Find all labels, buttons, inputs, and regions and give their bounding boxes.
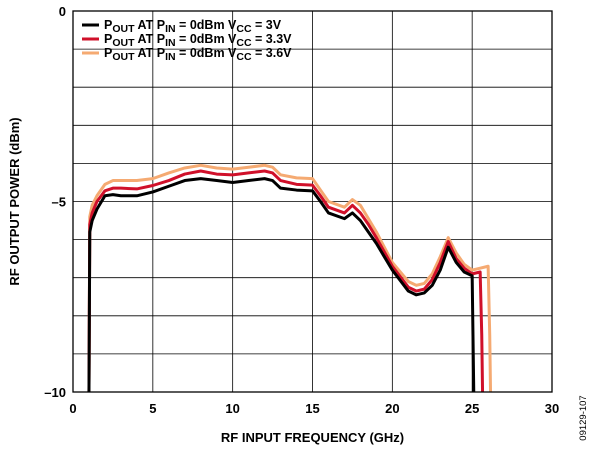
x-axis-label: RF INPUT FREQUENCY (GHz) <box>221 430 404 445</box>
y-tick-label: 0 <box>59 4 66 19</box>
x-tick-label: 20 <box>385 401 399 416</box>
figure-id: 09129-107 <box>578 395 589 440</box>
legend-label: POUT AT PIN = 0dBm VCC = 3.3V <box>104 32 292 49</box>
y-axis-label: RF OUTPUT POWER (dBm) <box>7 117 22 285</box>
series-line-3 <box>87 163 493 393</box>
series-layer <box>87 163 493 393</box>
legend-label: POUT AT PIN = 0dBm VCC = 3V <box>104 18 282 35</box>
legend-entry-2: POUT AT PIN = 0dBm VCC = 3.3V <box>82 32 292 49</box>
y-tick-label: –5 <box>52 195 66 210</box>
x-tick-label: 5 <box>149 401 156 416</box>
y-tick-labels: 0 –5 –10 <box>44 4 66 400</box>
x-tick-label: 15 <box>305 401 319 416</box>
grid <box>73 11 552 392</box>
legend-entry-1: POUT AT PIN = 0dBm VCC = 3V <box>82 18 282 35</box>
series-line-1 <box>87 177 476 393</box>
legend-entry-3: POUT AT PIN = 0dBm VCC = 3.6V <box>82 46 292 63</box>
series-line-2 <box>87 169 485 393</box>
x-tick-labels: 0 5 10 15 20 25 30 <box>69 401 559 416</box>
x-tick-label: 30 <box>545 401 559 416</box>
x-tick-label: 25 <box>465 401 479 416</box>
plot-frame <box>72 10 553 393</box>
x-tick-label: 10 <box>225 401 239 416</box>
x-tick-label: 0 <box>69 401 76 416</box>
legend-label: POUT AT PIN = 0dBm VCC = 3.6V <box>104 46 292 63</box>
y-tick-label: –10 <box>44 385 66 400</box>
